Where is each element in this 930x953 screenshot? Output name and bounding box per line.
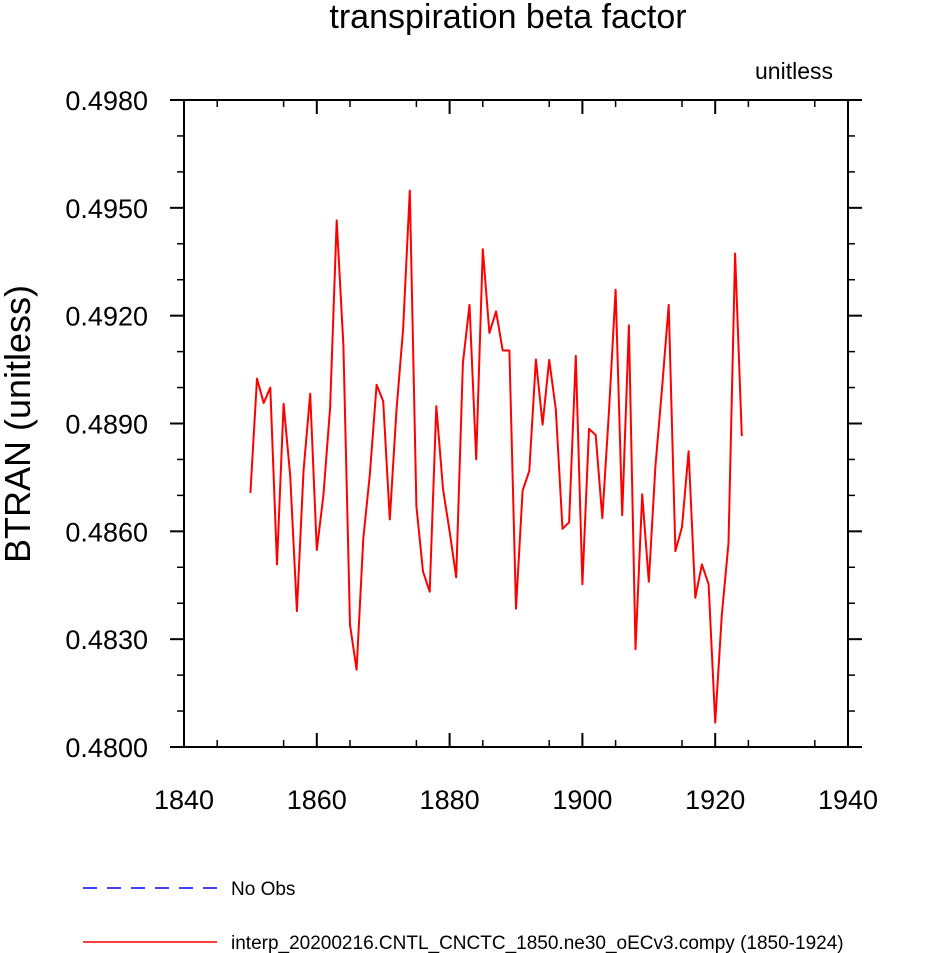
x-tick-label: 1860 — [287, 785, 347, 815]
y-tick-label: 0.4860 — [65, 517, 148, 547]
chart-title: transpiration beta factor — [329, 0, 686, 36]
series-line — [249, 189, 743, 724]
tick-labels: 1840 1860 1880 1900 1920 1940 0.4800 0.4830 0.48… — [65, 86, 878, 815]
y-tick-label: 0.4920 — [65, 302, 148, 332]
y-tick-label: 0.4800 — [65, 733, 148, 763]
y-tick-label: 0.4950 — [65, 194, 148, 224]
legend-label: interp_20200216.CNTL_CNCTC_1850.ne30_oEC… — [231, 933, 844, 953]
series-layer — [249, 189, 743, 724]
y-tick-label: 0.4890 — [65, 410, 148, 440]
x-tick-label: 1840 — [154, 785, 214, 815]
x-tick-label: 1940 — [818, 785, 878, 815]
legend-label: No Obs — [231, 879, 295, 900]
y-axis-label: BTRAN (unitless) — [0, 285, 38, 563]
x-tick-label: 1900 — [552, 785, 612, 815]
x-tick-label: 1920 — [685, 785, 745, 815]
y-tick-label: 0.4830 — [65, 625, 148, 655]
x-tick-label: 1880 — [420, 785, 480, 815]
units-label: unitless — [755, 58, 833, 84]
axis-ticks — [170, 99, 862, 748]
legend: No Obs interp_20200216.CNTL_CNCTC_1850.ne… — [83, 879, 844, 953]
y-tick-label: 0.4980 — [65, 86, 148, 116]
